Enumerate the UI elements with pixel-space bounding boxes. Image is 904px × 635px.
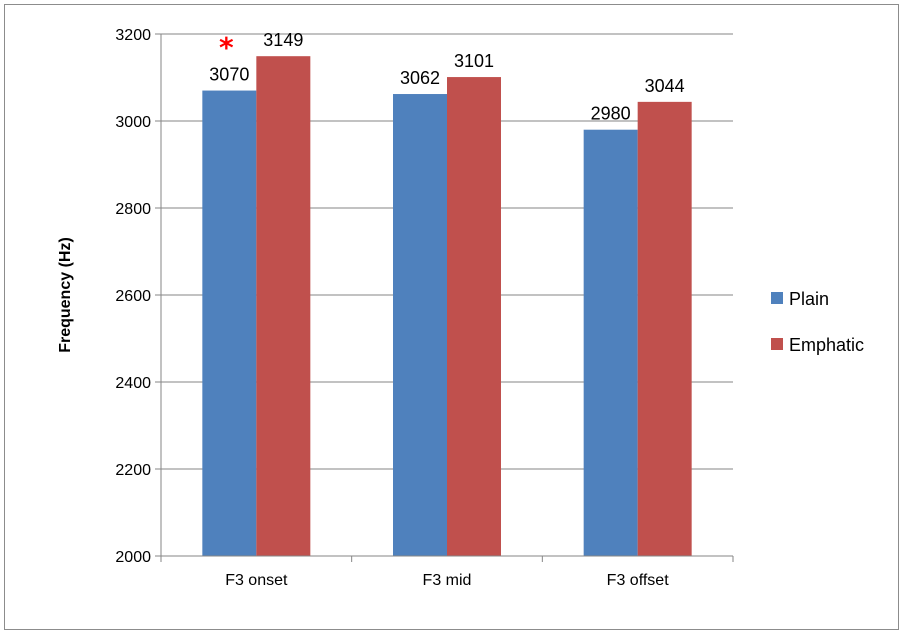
data-label: 3070: [209, 65, 249, 85]
data-label: 3062: [400, 68, 440, 88]
y-tick-label: 2600: [115, 288, 151, 305]
data-label: 2980: [591, 104, 631, 124]
y-tick-label: 2800: [115, 201, 151, 218]
legend-swatch-emphatic: [771, 338, 783, 350]
x-tick-label: F3 mid: [423, 572, 472, 589]
bar-emphatic: [256, 56, 311, 557]
bar-emphatic: [637, 101, 692, 557]
data-label: 3101: [454, 51, 494, 71]
axes: 2000 2200 2400 2600 2800 3000 3200 F3 onset F3 m…: [115, 27, 734, 589]
bar-plain: [202, 90, 257, 557]
y-tick-label: 2400: [115, 375, 151, 392]
legend-swatch-plain: [771, 292, 783, 304]
legend: Plain Emphatic: [771, 289, 864, 355]
legend-label-plain: Plain: [789, 289, 829, 309]
bars: [202, 56, 692, 557]
bar-emphatic: [447, 77, 501, 556]
data-label: 3044: [645, 76, 685, 96]
significance-marker: *: [219, 31, 234, 64]
bar-plain: [583, 129, 638, 556]
y-tick-label: 2000: [115, 549, 151, 566]
legend-label-emphatic: Emphatic: [789, 335, 864, 355]
y-tick-label: 3200: [115, 27, 151, 44]
data-label: 3149: [263, 30, 303, 50]
y-tick-label: 2200: [115, 462, 151, 479]
bar-plain: [393, 94, 447, 556]
x-tick-label: F3 offset: [607, 572, 670, 589]
x-tick-label: F3 onset: [225, 572, 288, 589]
y-tick-label: 3000: [115, 114, 151, 131]
y-axis-title: Frequency (Hz): [57, 237, 74, 353]
data-labels: 3070 3149 3062 3101 2980 3044 *: [209, 30, 684, 124]
